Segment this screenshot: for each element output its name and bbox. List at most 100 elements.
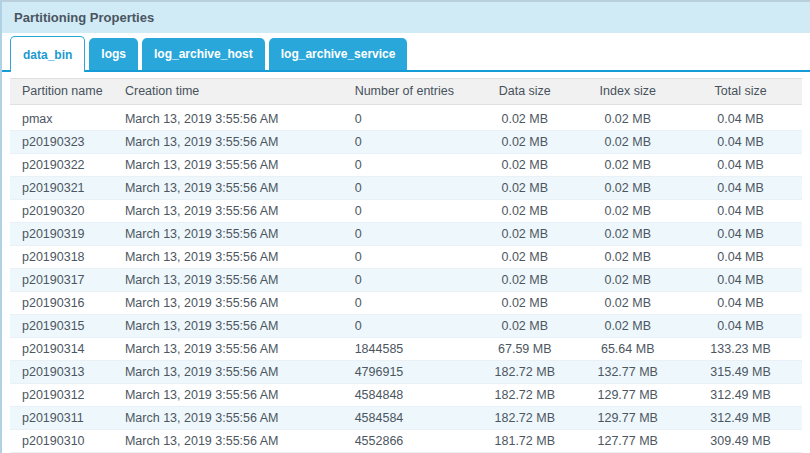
creation-time-cell: March 13, 2019 3:55:56 AM bbox=[113, 384, 343, 406]
partition-name-cell: p20190321 bbox=[10, 177, 113, 199]
number-of-entries-cell: 0 bbox=[343, 131, 474, 153]
tab-log-archive-host[interactable]: log_archive_host bbox=[142, 38, 265, 70]
number-of-entries-cell: 0 bbox=[343, 200, 474, 222]
panel-title-bar: Partitioning Properties bbox=[2, 2, 810, 33]
number-of-entries-cell: 0 bbox=[343, 246, 474, 268]
creation-time-cell: March 13, 2019 3:55:56 AM bbox=[113, 108, 343, 130]
partition-name-cell: p20190311 bbox=[10, 407, 113, 429]
partition-name-cell: p20190313 bbox=[10, 361, 113, 383]
table-row: p20190315 March 13, 2019 3:55:56 AM 0 0.… bbox=[10, 315, 802, 338]
tab-label: log_archive_service bbox=[281, 47, 396, 61]
number-of-entries-cell: 4552866 bbox=[343, 430, 474, 452]
table-row: p20190310 March 13, 2019 3:55:56 AM 4552… bbox=[10, 430, 802, 453]
partition-name-cell: p20190317 bbox=[10, 269, 113, 291]
tab-label: data_bin bbox=[23, 48, 72, 62]
partitions-table: Partition name Creation time Number of e… bbox=[10, 78, 802, 453]
tab-label: logs bbox=[101, 47, 126, 61]
data-size-cell: 181.72 MB bbox=[473, 430, 576, 452]
table-row: p20190312 March 13, 2019 3:55:56 AM 4584… bbox=[10, 384, 802, 407]
total-size-cell: 309.49 MB bbox=[679, 430, 802, 452]
partition-name-cell: p20190318 bbox=[10, 246, 113, 268]
index-size-cell: 0.02 MB bbox=[576, 246, 679, 268]
number-of-entries-cell: 0 bbox=[343, 269, 474, 291]
number-of-entries-cell: 0 bbox=[343, 292, 474, 314]
partition-name-cell: p20190315 bbox=[10, 315, 113, 337]
data-size-cell: 0.02 MB bbox=[473, 131, 576, 153]
number-of-entries-cell: 0 bbox=[343, 315, 474, 337]
data-size-cell: 0.02 MB bbox=[473, 246, 576, 268]
index-size-cell: 0.02 MB bbox=[576, 108, 679, 130]
creation-time-cell: March 13, 2019 3:55:56 AM bbox=[113, 430, 343, 452]
creation-time-cell: March 13, 2019 3:55:56 AM bbox=[113, 315, 343, 337]
data-size-cell: 67.59 MB bbox=[473, 338, 576, 360]
partition-name-cell: p20190316 bbox=[10, 292, 113, 314]
tab-data-bin[interactable]: data_bin bbox=[10, 36, 85, 72]
number-of-entries-cell: 1844585 bbox=[343, 338, 474, 360]
index-size-cell: 0.02 MB bbox=[576, 177, 679, 199]
partition-name-cell: pmax bbox=[10, 108, 113, 130]
data-size-cell: 182.72 MB bbox=[473, 407, 576, 429]
index-size-cell: 0.02 MB bbox=[576, 131, 679, 153]
creation-time-cell: March 13, 2019 3:55:56 AM bbox=[113, 223, 343, 245]
total-size-cell: 0.04 MB bbox=[679, 246, 802, 268]
total-size-cell: 0.04 MB bbox=[679, 108, 802, 130]
total-size-cell: 0.04 MB bbox=[679, 315, 802, 337]
data-size-cell: 182.72 MB bbox=[473, 384, 576, 406]
table-row: p20190322 March 13, 2019 3:55:56 AM 0 0.… bbox=[10, 154, 802, 177]
index-size-cell: 132.77 MB bbox=[576, 361, 679, 383]
total-size-cell: 312.49 MB bbox=[679, 407, 802, 429]
number-of-entries-cell: 0 bbox=[343, 154, 474, 176]
index-size-cell: 0.02 MB bbox=[576, 154, 679, 176]
creation-time-cell: March 13, 2019 3:55:56 AM bbox=[113, 269, 343, 291]
creation-time-cell: March 13, 2019 3:55:56 AM bbox=[113, 407, 343, 429]
index-size-cell: 0.02 MB bbox=[576, 200, 679, 222]
table-body: pmax March 13, 2019 3:55:56 AM 0 0.02 MB… bbox=[10, 108, 802, 453]
table-header-row: Partition name Creation time Number of e… bbox=[10, 78, 802, 105]
data-size-cell: 0.02 MB bbox=[473, 154, 576, 176]
data-size-cell: 0.02 MB bbox=[473, 108, 576, 130]
index-size-cell: 127.77 MB bbox=[576, 430, 679, 452]
partition-name-cell: p20190323 bbox=[10, 131, 113, 153]
creation-time-cell: March 13, 2019 3:55:56 AM bbox=[113, 154, 343, 176]
total-size-cell: 133.23 MB bbox=[679, 338, 802, 360]
column-header-creation-time: Creation time bbox=[113, 79, 343, 104]
creation-time-cell: March 13, 2019 3:55:56 AM bbox=[113, 246, 343, 268]
tab-label: log_archive_host bbox=[154, 47, 253, 61]
table-row: p20190321 March 13, 2019 3:55:56 AM 0 0.… bbox=[10, 177, 802, 200]
number-of-entries-cell: 0 bbox=[343, 223, 474, 245]
table-row: p20190311 March 13, 2019 3:55:56 AM 4584… bbox=[10, 407, 802, 430]
number-of-entries-cell: 0 bbox=[343, 108, 474, 130]
table-row: p20190323 March 13, 2019 3:55:56 AM 0 0.… bbox=[10, 131, 802, 154]
total-size-cell: 0.04 MB bbox=[679, 177, 802, 199]
table-row: p20190316 March 13, 2019 3:55:56 AM 0 0.… bbox=[10, 292, 802, 315]
index-size-cell: 129.77 MB bbox=[576, 384, 679, 406]
table-row: p20190313 March 13, 2019 3:55:56 AM 4796… bbox=[10, 361, 802, 384]
data-size-cell: 0.02 MB bbox=[473, 223, 576, 245]
column-header-partition-name: Partition name bbox=[10, 79, 113, 104]
total-size-cell: 0.04 MB bbox=[679, 200, 802, 222]
tab-log-archive-service[interactable]: log_archive_service bbox=[269, 38, 408, 70]
data-size-cell: 0.02 MB bbox=[473, 177, 576, 199]
column-header-data-size: Data size bbox=[473, 79, 576, 104]
index-size-cell: 0.02 MB bbox=[576, 292, 679, 314]
table-row: p20190317 March 13, 2019 3:55:56 AM 0 0.… bbox=[10, 269, 802, 292]
index-size-cell: 0.02 MB bbox=[576, 269, 679, 291]
partition-name-cell: p20190320 bbox=[10, 200, 113, 222]
column-header-number-of-entries: Number of entries bbox=[343, 79, 474, 104]
creation-time-cell: March 13, 2019 3:55:56 AM bbox=[113, 177, 343, 199]
total-size-cell: 0.04 MB bbox=[679, 154, 802, 176]
creation-time-cell: March 13, 2019 3:55:56 AM bbox=[113, 200, 343, 222]
total-size-cell: 0.04 MB bbox=[679, 223, 802, 245]
data-size-cell: 0.02 MB bbox=[473, 200, 576, 222]
number-of-entries-cell: 4584584 bbox=[343, 407, 474, 429]
data-size-cell: 0.02 MB bbox=[473, 269, 576, 291]
number-of-entries-cell: 4796915 bbox=[343, 361, 474, 383]
data-size-cell: 182.72 MB bbox=[473, 361, 576, 383]
tab-strip: data_bin logs log_archive_host log_archi… bbox=[2, 33, 810, 72]
index-size-cell: 0.02 MB bbox=[576, 223, 679, 245]
total-size-cell: 312.49 MB bbox=[679, 384, 802, 406]
tab-logs[interactable]: logs bbox=[89, 38, 138, 70]
index-size-cell: 65.64 MB bbox=[576, 338, 679, 360]
table-row: p20190314 March 13, 2019 3:55:56 AM 1844… bbox=[10, 338, 802, 361]
total-size-cell: 0.04 MB bbox=[679, 292, 802, 314]
